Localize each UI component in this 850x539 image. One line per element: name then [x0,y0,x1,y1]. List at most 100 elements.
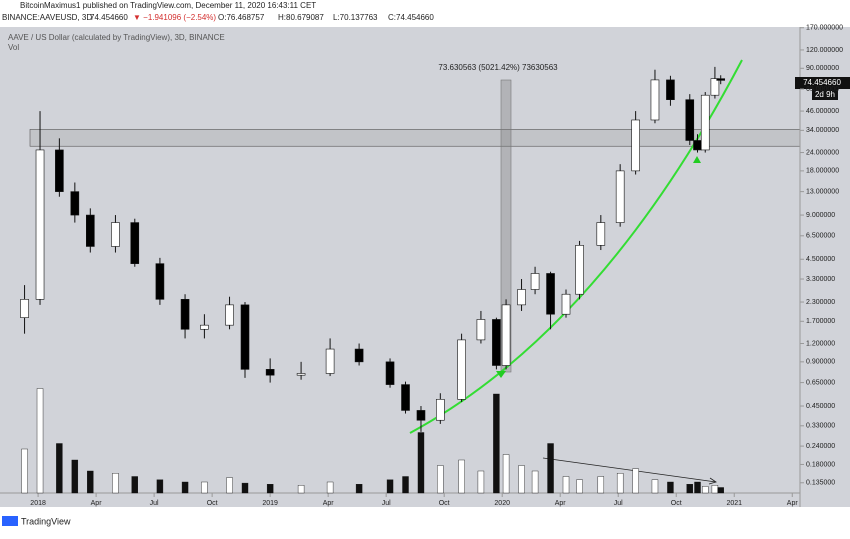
candle-body [666,79,675,100]
y-tick-label: 24.000000 [806,149,839,156]
logo [2,516,18,526]
x-tick-label: 2018 [30,500,46,507]
candle-body [416,410,426,421]
symbol: BINANCE:AAVEUSD, 3D [2,13,92,22]
price-label-bg [795,77,850,89]
y-tick-label: 0.135000 [806,480,835,487]
candle-body [86,214,95,247]
volume-bar [597,476,605,494]
volume-bar [87,470,94,494]
countdown-bg [812,89,838,100]
volume-bar [266,484,274,494]
volume-bar [71,459,79,494]
volume-bar [493,393,500,494]
volume-bar [702,486,709,494]
volume-bar [297,485,305,494]
y-tick-label: 3.300000 [806,276,835,283]
volume-bar [437,465,444,494]
y-tick-label: 34.000000 [806,127,839,134]
y-tick-label: 0.450000 [806,403,835,410]
x-tick-label: Jul [382,500,391,507]
volume-bar [562,476,570,494]
candle-body [70,191,80,216]
x-tick-label: Apr [91,500,103,507]
volume-bar [531,470,539,494]
y-tick-label: 0.180000 [806,461,835,468]
volume-bar [518,465,525,494]
candle-body [155,263,165,300]
volume-bar [458,459,465,494]
y-tick-label: 18.000000 [806,168,839,175]
candle-body [501,304,511,366]
volume-bar [686,484,693,494]
arrow-head [708,477,717,485]
brand: TradingView [21,516,71,526]
measure-box [500,79,512,373]
x-tick-label: Jul [150,500,159,507]
change: ▼ −1.941096 (−2.54%) [133,13,216,22]
y-tick-label: 2.300000 [806,299,835,306]
y-tick-label: 13.000000 [806,188,839,195]
candle-body [716,78,726,81]
candle-body [650,79,660,121]
candle-body [55,149,64,192]
x-tick-label: 2021 [726,500,742,507]
last: 74.454660 [90,13,128,22]
x-tick-label: Apr [323,500,335,507]
volume-bar [181,481,189,494]
volume-bar [226,477,233,494]
y-tick-label: 6.500000 [806,233,835,240]
candle-body [492,319,501,366]
candle-body [296,373,306,376]
candle-body [546,273,555,315]
y-tick-label: 0.240000 [806,443,835,450]
byline: BitcoinMaximus1 published on TradingView… [20,1,316,10]
volume-trend-line [542,457,717,483]
volume-bar [616,473,624,494]
x-tick-label: Oct [207,500,218,507]
y-tick-label: 170.000000 [806,25,843,32]
candle-body [517,289,526,306]
volume-bar [21,448,28,494]
volume-bar [717,487,724,494]
candle-body [561,293,571,315]
volume-bar [694,481,701,494]
x-tick-label: 2019 [262,500,278,507]
candle-body [130,222,140,264]
pane-background [0,27,850,507]
chart-title: AAVE / US Dollar (calculated by TradingV… [8,33,225,42]
y-tick-label: 0.900000 [806,359,835,366]
candle-body [596,222,606,246]
candle-body [265,369,275,376]
candle-body [385,361,395,385]
volume-bar [632,468,639,494]
volume-label: Vol [8,43,19,52]
candle-body [354,348,364,363]
y-tick-label: 65.000000 [806,86,839,93]
volume-bar [56,443,63,494]
candle-body [685,99,695,141]
volume-bar [201,481,208,494]
candle-body [20,299,29,318]
y-tick-label: 120.000000 [806,47,843,54]
candle-body [457,339,466,400]
y-tick-label: 1.200000 [806,340,835,347]
y-tick-label: 9.000000 [806,212,835,219]
candle-body [240,304,250,370]
candle-body [693,140,702,151]
volume-bar [36,388,44,494]
candle-body [35,149,45,300]
candle-body [700,94,710,151]
volume-bar [477,470,485,494]
low: L:70.137763 [333,13,378,22]
volume-bar [417,432,425,494]
y-tick-label: 0.650000 [806,379,835,386]
candle-body [325,348,335,374]
x-tick-label: 2020 [494,500,510,507]
close: C:74.454660 [388,13,434,22]
volume-bar [241,482,249,494]
y-tick-label: 46.000000 [806,108,839,115]
candle-body [631,119,640,172]
volume-bar [576,479,583,494]
